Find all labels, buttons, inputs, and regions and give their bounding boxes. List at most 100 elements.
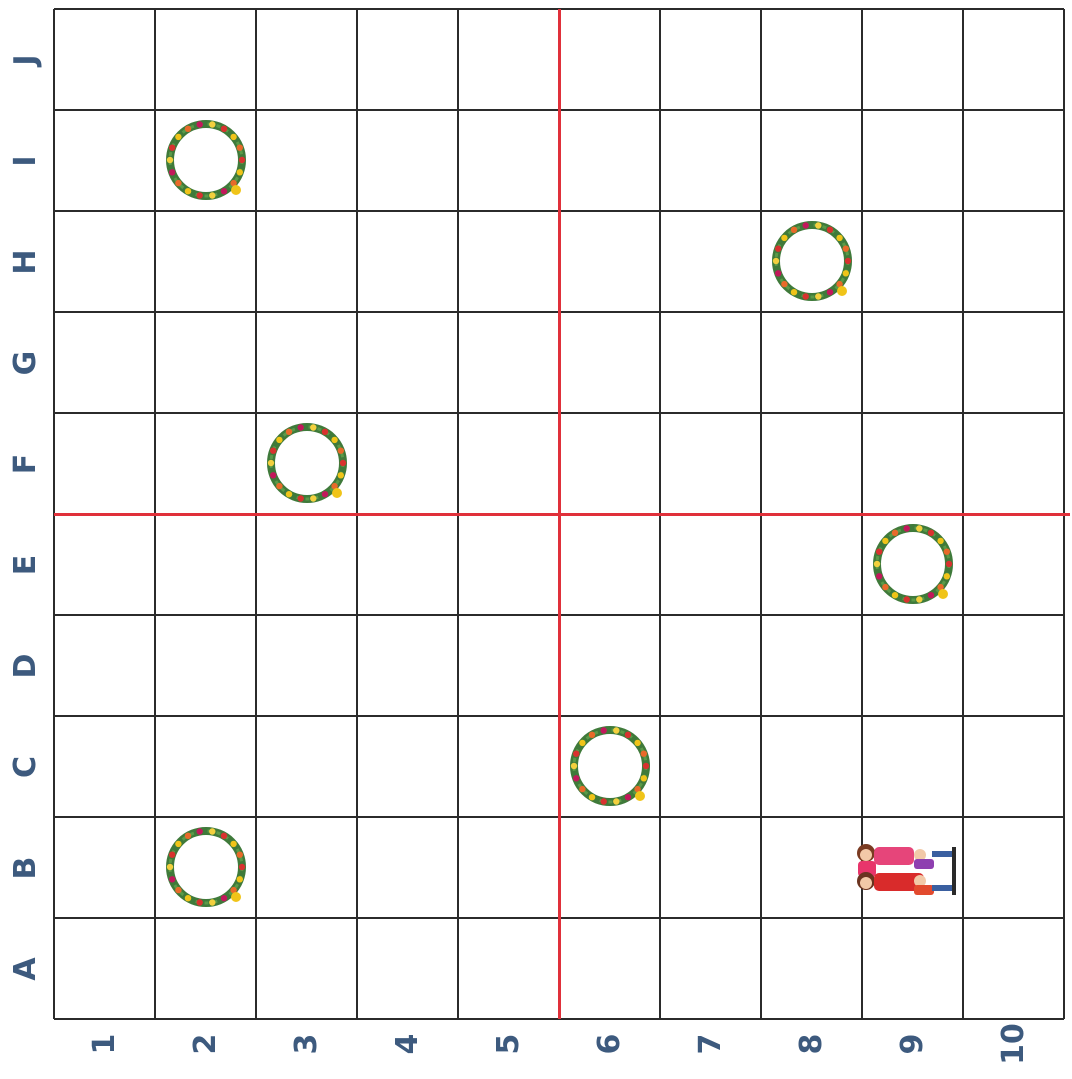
cell-G5[interactable]	[458, 312, 559, 413]
cell-G7[interactable]	[660, 312, 761, 413]
cell-B5[interactable]	[458, 817, 559, 918]
cell-G10[interactable]	[963, 312, 1064, 413]
cell-F6[interactable]	[559, 413, 660, 514]
cell-E3[interactable]	[256, 514, 357, 615]
cell-E4[interactable]	[357, 514, 458, 615]
cell-I3[interactable]	[256, 110, 357, 211]
cell-D2[interactable]	[155, 615, 256, 716]
cell-G8[interactable]	[761, 312, 862, 413]
cell-H4[interactable]	[357, 211, 458, 312]
cell-B3[interactable]	[256, 817, 357, 918]
col-label-8: 8	[793, 1033, 829, 1055]
cell-C7[interactable]	[660, 716, 761, 817]
cell-E5[interactable]	[458, 514, 559, 615]
cell-D7[interactable]	[660, 615, 761, 716]
cell-F10[interactable]	[963, 413, 1064, 514]
cell-A8[interactable]	[761, 918, 862, 1019]
cell-H10[interactable]	[963, 211, 1064, 312]
cell-H1[interactable]	[54, 211, 155, 312]
cell-G4[interactable]	[357, 312, 458, 413]
cell-E2[interactable]	[155, 514, 256, 615]
cell-G6[interactable]	[559, 312, 660, 413]
cell-H7[interactable]	[660, 211, 761, 312]
divider-line-horizontal	[54, 513, 1070, 516]
cell-J6[interactable]	[559, 9, 660, 110]
cell-A5[interactable]	[458, 918, 559, 1019]
cell-D8[interactable]	[761, 615, 862, 716]
cell-B6[interactable]	[559, 817, 660, 918]
cell-I5[interactable]	[458, 110, 559, 211]
cell-J10[interactable]	[963, 9, 1064, 110]
cell-D10[interactable]	[963, 615, 1064, 716]
cell-F7[interactable]	[660, 413, 761, 514]
cell-A4[interactable]	[357, 918, 458, 1019]
cell-B10[interactable]	[963, 817, 1064, 918]
cell-D1[interactable]	[54, 615, 155, 716]
cell-A9[interactable]	[862, 918, 963, 1019]
cell-H6[interactable]	[559, 211, 660, 312]
cell-D4[interactable]	[357, 615, 458, 716]
cell-C9[interactable]	[862, 716, 963, 817]
cell-F2[interactable]	[155, 413, 256, 514]
cell-B4[interactable]	[357, 817, 458, 918]
cell-J1[interactable]	[54, 9, 155, 110]
cell-F5[interactable]	[458, 413, 559, 514]
cell-I10[interactable]	[963, 110, 1064, 211]
cell-G9[interactable]	[862, 312, 963, 413]
col-label-2: 2	[187, 1033, 223, 1055]
cell-G3[interactable]	[256, 312, 357, 413]
cell-D3[interactable]	[256, 615, 357, 716]
cell-E6[interactable]	[559, 514, 660, 615]
cell-J2[interactable]	[155, 9, 256, 110]
cell-H3[interactable]	[256, 211, 357, 312]
cell-A2[interactable]	[155, 918, 256, 1019]
cell-J9[interactable]	[862, 9, 963, 110]
col-label-1: 1	[86, 1033, 122, 1055]
cell-I9[interactable]	[862, 110, 963, 211]
cell-I7[interactable]	[660, 110, 761, 211]
cell-D6[interactable]	[559, 615, 660, 716]
family-icon	[848, 833, 960, 908]
cell-C4[interactable]	[357, 716, 458, 817]
cell-I1[interactable]	[54, 110, 155, 211]
cell-B7[interactable]	[660, 817, 761, 918]
cell-C3[interactable]	[256, 716, 357, 817]
cell-I8[interactable]	[761, 110, 862, 211]
cell-A3[interactable]	[256, 918, 357, 1019]
cell-C5[interactable]	[458, 716, 559, 817]
cell-E10[interactable]	[963, 514, 1064, 615]
cell-H5[interactable]	[458, 211, 559, 312]
cell-I6[interactable]	[559, 110, 660, 211]
cell-C8[interactable]	[761, 716, 862, 817]
cell-A10[interactable]	[963, 918, 1064, 1019]
cell-C10[interactable]	[963, 716, 1064, 817]
cell-J3[interactable]	[256, 9, 357, 110]
cell-G1[interactable]	[54, 312, 155, 413]
cell-A1[interactable]	[54, 918, 155, 1019]
cell-D5[interactable]	[458, 615, 559, 716]
cell-F1[interactable]	[54, 413, 155, 514]
cell-C1[interactable]	[54, 716, 155, 817]
cell-J5[interactable]	[458, 9, 559, 110]
row-label-A: A	[8, 956, 43, 981]
cell-F4[interactable]	[357, 413, 458, 514]
cell-J8[interactable]	[761, 9, 862, 110]
cell-I4[interactable]	[357, 110, 458, 211]
cell-E8[interactable]	[761, 514, 862, 615]
cell-H9[interactable]	[862, 211, 963, 312]
cell-F9[interactable]	[862, 413, 963, 514]
cell-H2[interactable]	[155, 211, 256, 312]
cell-A7[interactable]	[660, 918, 761, 1019]
cell-B1[interactable]	[54, 817, 155, 918]
cell-J4[interactable]	[357, 9, 458, 110]
cell-F8[interactable]	[761, 413, 862, 514]
cell-D9[interactable]	[862, 615, 963, 716]
row-label-I: I	[8, 154, 43, 167]
cell-E1[interactable]	[54, 514, 155, 615]
cell-E7[interactable]	[660, 514, 761, 615]
cell-G2[interactable]	[155, 312, 256, 413]
cell-C2[interactable]	[155, 716, 256, 817]
cell-B8[interactable]	[761, 817, 862, 918]
cell-J7[interactable]	[660, 9, 761, 110]
cell-A6[interactable]	[559, 918, 660, 1019]
